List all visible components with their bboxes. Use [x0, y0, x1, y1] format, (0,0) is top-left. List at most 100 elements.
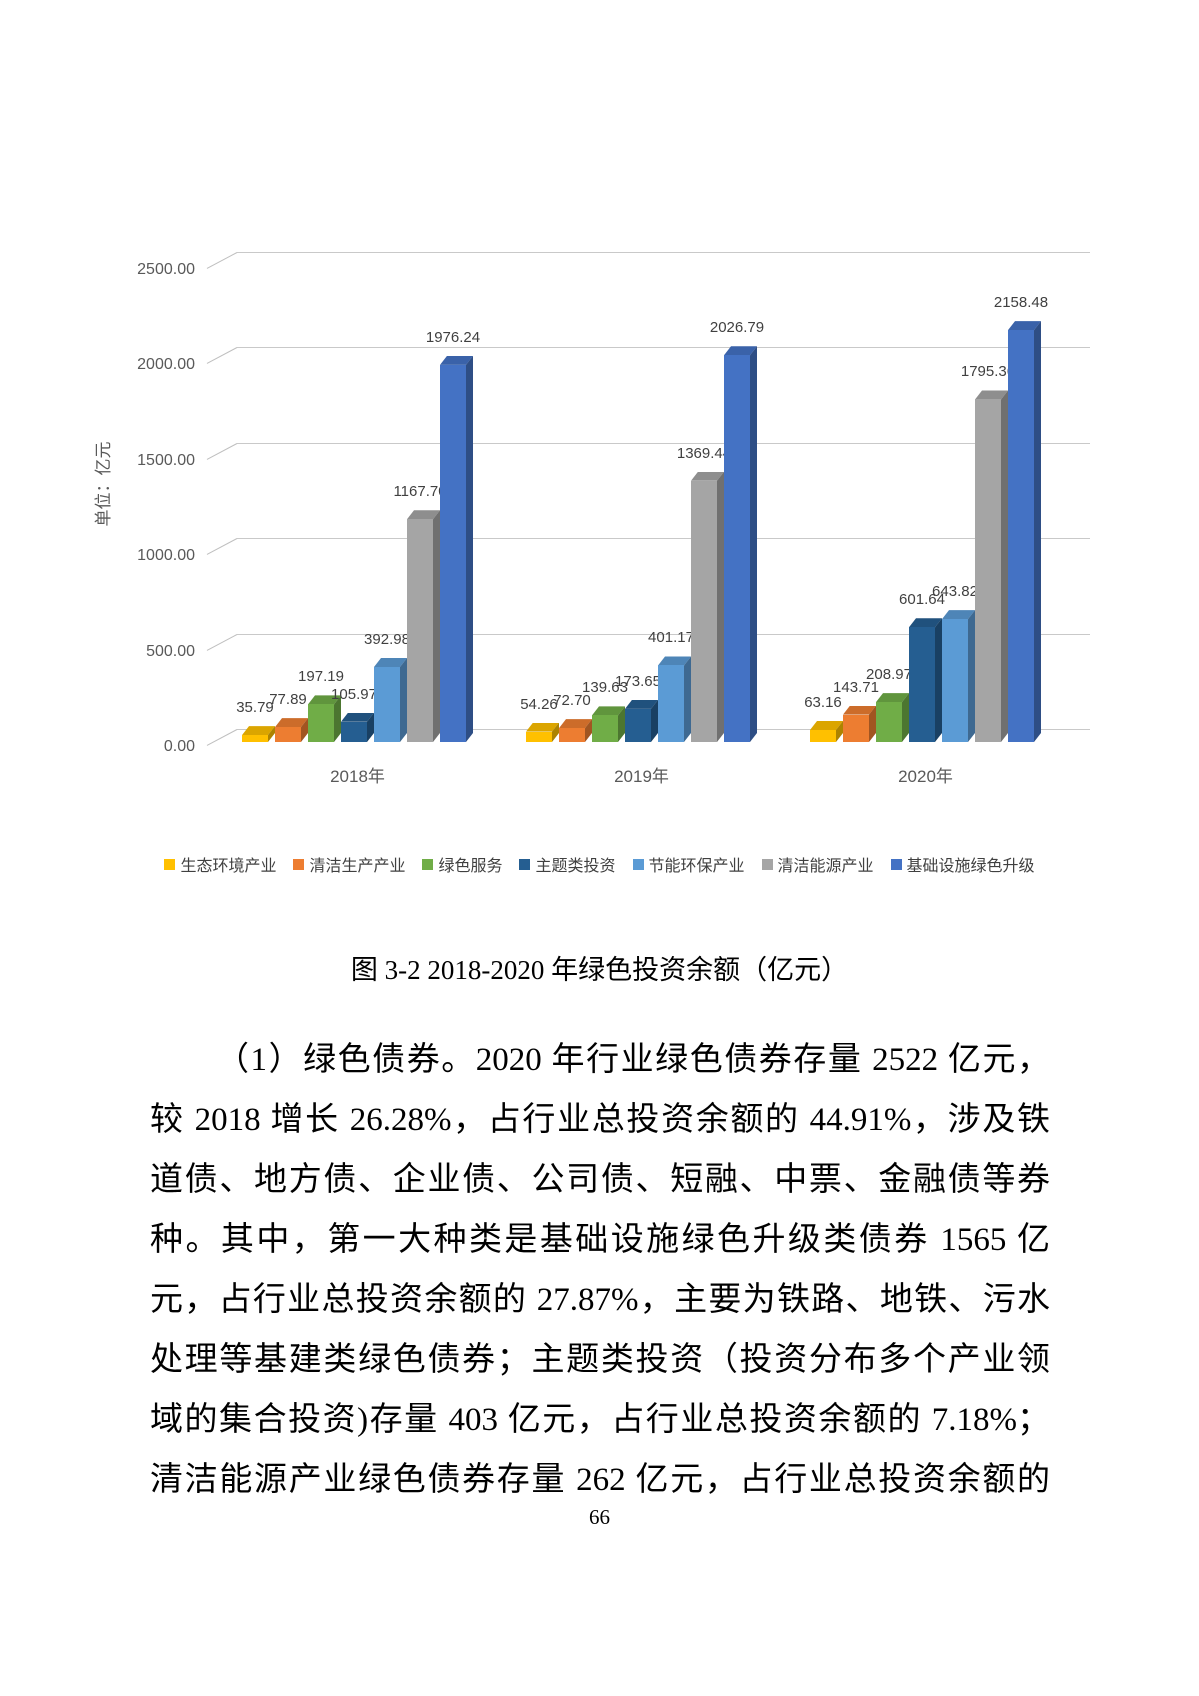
y-tick-label: 2000.00	[137, 356, 195, 374]
bar-top-face	[374, 658, 407, 668]
bar-top-face	[691, 471, 724, 481]
legend-item-绿色服务: 绿色服务	[422, 852, 502, 876]
legend-label: 主题类投资	[535, 858, 616, 875]
bar-top-face	[407, 510, 440, 520]
legend-label: 清洁能源产业	[777, 858, 874, 875]
bar-value-label: 139.63	[582, 679, 628, 697]
bar-top-face	[559, 719, 592, 729]
bar-side-face	[968, 610, 975, 742]
bar-side-face	[400, 658, 407, 742]
bar-清洁生产产业-2019年	[559, 719, 592, 742]
x-category-label: 2019年	[614, 767, 669, 786]
body-paragraph: （1）绿色债券。2020 年行业绿色债券存量 2522 亿元， 较 2018 增…	[150, 1030, 1050, 1510]
bar-front-face	[275, 727, 301, 742]
bar-绿色服务-2020年	[876, 693, 909, 742]
legend-label: 生态环境产业	[180, 858, 277, 875]
bar-value-label: 72.70	[553, 692, 591, 710]
bar-节能环保产业-2019年	[658, 656, 691, 742]
bar-value-label: 601.64	[899, 591, 945, 609]
bar-front-face	[942, 619, 968, 742]
bar-side-face	[717, 472, 724, 742]
bar-主题类投资-2018年	[341, 712, 374, 742]
bar-side-face	[869, 706, 876, 742]
bar-side-face	[836, 721, 843, 742]
bar-top-face	[975, 390, 1008, 400]
bar-side-face	[935, 618, 942, 742]
bar-front-face	[374, 667, 400, 742]
legend-item-主题类投资: 主题类投资	[519, 852, 616, 876]
bar-top-face	[592, 706, 625, 716]
gridline	[237, 538, 1090, 540]
bar-top-face	[242, 726, 275, 736]
y-tick-label: 500.00	[146, 642, 195, 660]
bar-节能环保产业-2020年	[942, 610, 975, 742]
bar-生态环境产业-2020年	[810, 720, 843, 742]
legend-swatch	[519, 858, 531, 870]
bar-top-face	[440, 355, 473, 365]
bar-value-label: 63.16	[804, 693, 842, 711]
bar-top-face	[658, 656, 691, 666]
bar-side-face	[1001, 390, 1008, 742]
bar-top-face	[1008, 321, 1041, 331]
body-line: 清洁能源产业绿色债券存量 262 亿元，占行业总投资余额的	[150, 1462, 1050, 1498]
bar-side-face	[902, 693, 909, 742]
body-line: 处理等基建类绿色债券；主题类投资（投资分布多个产业领	[150, 1342, 1050, 1378]
bar-front-face	[526, 731, 552, 742]
y-tick-label: 1000.00	[137, 547, 195, 565]
legend-item-生态环境产业: 生态环境产业	[164, 852, 276, 876]
bar-value-label: 401.17	[648, 629, 694, 647]
bar-value-label: 173.65	[615, 672, 661, 690]
bar-节能环保产业-2018年	[374, 658, 407, 742]
bar-side-face	[334, 695, 341, 742]
bar-front-face	[440, 364, 466, 742]
bar-主题类投资-2019年	[625, 699, 658, 742]
bar-value-label: 197.19	[298, 668, 344, 686]
bar-value-label: 208.97	[866, 666, 912, 684]
bar-清洁生产产业-2020年	[843, 705, 876, 742]
bar-side-face	[1034, 321, 1041, 742]
bar-side-face	[466, 356, 473, 742]
bar-top-face	[942, 610, 975, 620]
bar-front-face	[1008, 330, 1034, 742]
bar-基础设施绿色升级-2018年	[440, 355, 473, 742]
bar-top-face	[876, 693, 909, 703]
bar-front-face	[242, 735, 268, 742]
bar-side-face	[433, 510, 440, 742]
y-tick-mark	[206, 442, 238, 460]
bar-side-face	[651, 700, 658, 742]
bar-value-label: 2026.79	[709, 319, 765, 337]
legend-label: 节能环保产业	[648, 858, 745, 875]
legend-swatch	[890, 858, 902, 870]
legend-swatch	[422, 858, 434, 870]
body-line: （1）绿色债券。2020 年行业绿色债券存量 2522 亿元，	[216, 1042, 1050, 1078]
body-line: 较 2018 增长 26.28%，占行业总投资余额的 44.91%，涉及铁	[150, 1102, 1050, 1138]
y-axis-title: 单位：亿元	[94, 441, 113, 527]
bar-side-face	[585, 719, 592, 742]
bar-side-face	[301, 718, 308, 742]
body-line: 种。其中，第一大种类是基础设施绿色升级类债券 1565 亿	[150, 1222, 1050, 1258]
bar-front-face	[559, 728, 585, 742]
bar-绿色服务-2018年	[308, 695, 341, 742]
bar-side-face	[684, 656, 691, 742]
bar-top-face	[724, 346, 757, 356]
bar-front-face	[625, 708, 651, 742]
gridline	[237, 347, 1090, 349]
bar-side-face	[618, 706, 625, 742]
bar-value-label: 35.79	[236, 699, 274, 717]
legend-item-节能环保产业: 节能环保产业	[632, 852, 745, 876]
y-tick-mark	[206, 347, 238, 365]
bar-清洁生产产业-2018年	[275, 718, 308, 742]
bar-top-face	[308, 695, 341, 705]
bar-top-face	[625, 699, 658, 709]
body-line: 道债、地方债、企业债、公司债、短融、中票、金融债等券	[150, 1162, 1050, 1198]
y-tick-mark	[206, 729, 238, 746]
bar-清洁能源产业-2020年	[975, 390, 1008, 742]
bar-value-label: 1976.24	[425, 328, 481, 346]
y-tick-mark	[206, 252, 238, 269]
bar-value-label: 1795.36	[960, 363, 1016, 381]
bar-value-label: 143.71	[833, 678, 879, 696]
page-number: 66	[589, 1505, 610, 1529]
bar-top-face	[275, 718, 308, 728]
y-tick-label: 0.00	[163, 738, 195, 755]
